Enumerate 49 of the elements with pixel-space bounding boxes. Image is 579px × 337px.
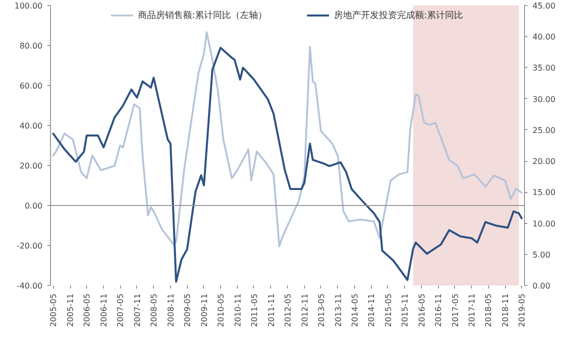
x-tick-label: 2009-05 <box>183 293 192 327</box>
x-tick-label: 2018-05 <box>484 293 494 327</box>
y2-tick-label: 15.00 <box>532 188 556 198</box>
x-tick-label: 2012-11 <box>300 293 310 327</box>
x-tick-label: 2011-11 <box>266 293 276 327</box>
y2-tick-label: 45.00 <box>532 2 556 10</box>
x-tick-label: 2006-11 <box>100 293 109 327</box>
y-tick-label: -40.00 <box>16 282 43 290</box>
x-tick-label: 2015-11 <box>400 293 410 327</box>
x-tick-label: 2008-11 <box>166 293 176 327</box>
y-tick-label: -20.00 <box>16 242 43 250</box>
x-tick-label: 2009-11 <box>200 293 209 327</box>
y2-tick-label: 30.00 <box>532 94 556 104</box>
y2-tick-label: 10.00 <box>532 219 556 228</box>
x-tick-label: 2017-05 <box>450 293 460 327</box>
x-tick-label: 2013-05 <box>316 293 326 327</box>
x-tick-label: 2015-05 <box>384 293 393 327</box>
x-tick-label: 2008-05 <box>150 293 159 327</box>
legend-label: 房地产开发投资完成额:累计同比 <box>334 10 464 22</box>
x-tick-label: 2012-05 <box>284 293 292 327</box>
x-tick-label: 2005-05 <box>49 293 58 327</box>
y2-tick-label: 40.00 <box>532 32 556 42</box>
x-tick-label: 2013-11 <box>334 293 343 327</box>
x-tick-label: 2014-11 <box>367 293 376 327</box>
y-tick-label: 60.00 <box>20 82 43 90</box>
x-tick-label: 2006-05 <box>82 293 92 327</box>
y2-tick-label: 0.00 <box>532 282 550 290</box>
y-tick-label: 80.00 <box>20 42 43 50</box>
x-tick-label: 2010-11 <box>233 293 242 327</box>
x-tick-label: 2016-05 <box>417 293 426 327</box>
y2-tick-label: 25.00 <box>532 126 556 135</box>
x-tick-label: 2007-05 <box>116 293 126 327</box>
y-tick-label: 0.00 <box>24 202 42 210</box>
x-tick-label: 2018-11 <box>501 293 510 327</box>
y2-tick-label: 20.00 <box>532 157 556 166</box>
x-tick-label: 2005-11 <box>66 293 76 327</box>
x-tick-label: 2011-05 <box>250 293 259 327</box>
x-tick-label: 2017-11 <box>468 293 477 327</box>
x-tick-label: 2016-11 <box>434 293 444 327</box>
y-tick-label: 40.00 <box>20 122 43 130</box>
x-tick-label: 2014-05 <box>350 293 360 327</box>
x-tick-label: 2010-05 <box>216 293 226 327</box>
y-tick-label: 100.00 <box>14 2 43 10</box>
legend-label: 商品房销售额:累计同比（左轴） <box>138 10 267 22</box>
y-tick-label: 20.00 <box>20 162 43 170</box>
x-tick-label: 2007-11 <box>132 293 142 327</box>
y2-tick-label: 35.00 <box>532 64 556 73</box>
y2-tick-label: 5.00 <box>532 250 550 260</box>
x-tick-label: 2019-05 <box>518 293 527 327</box>
